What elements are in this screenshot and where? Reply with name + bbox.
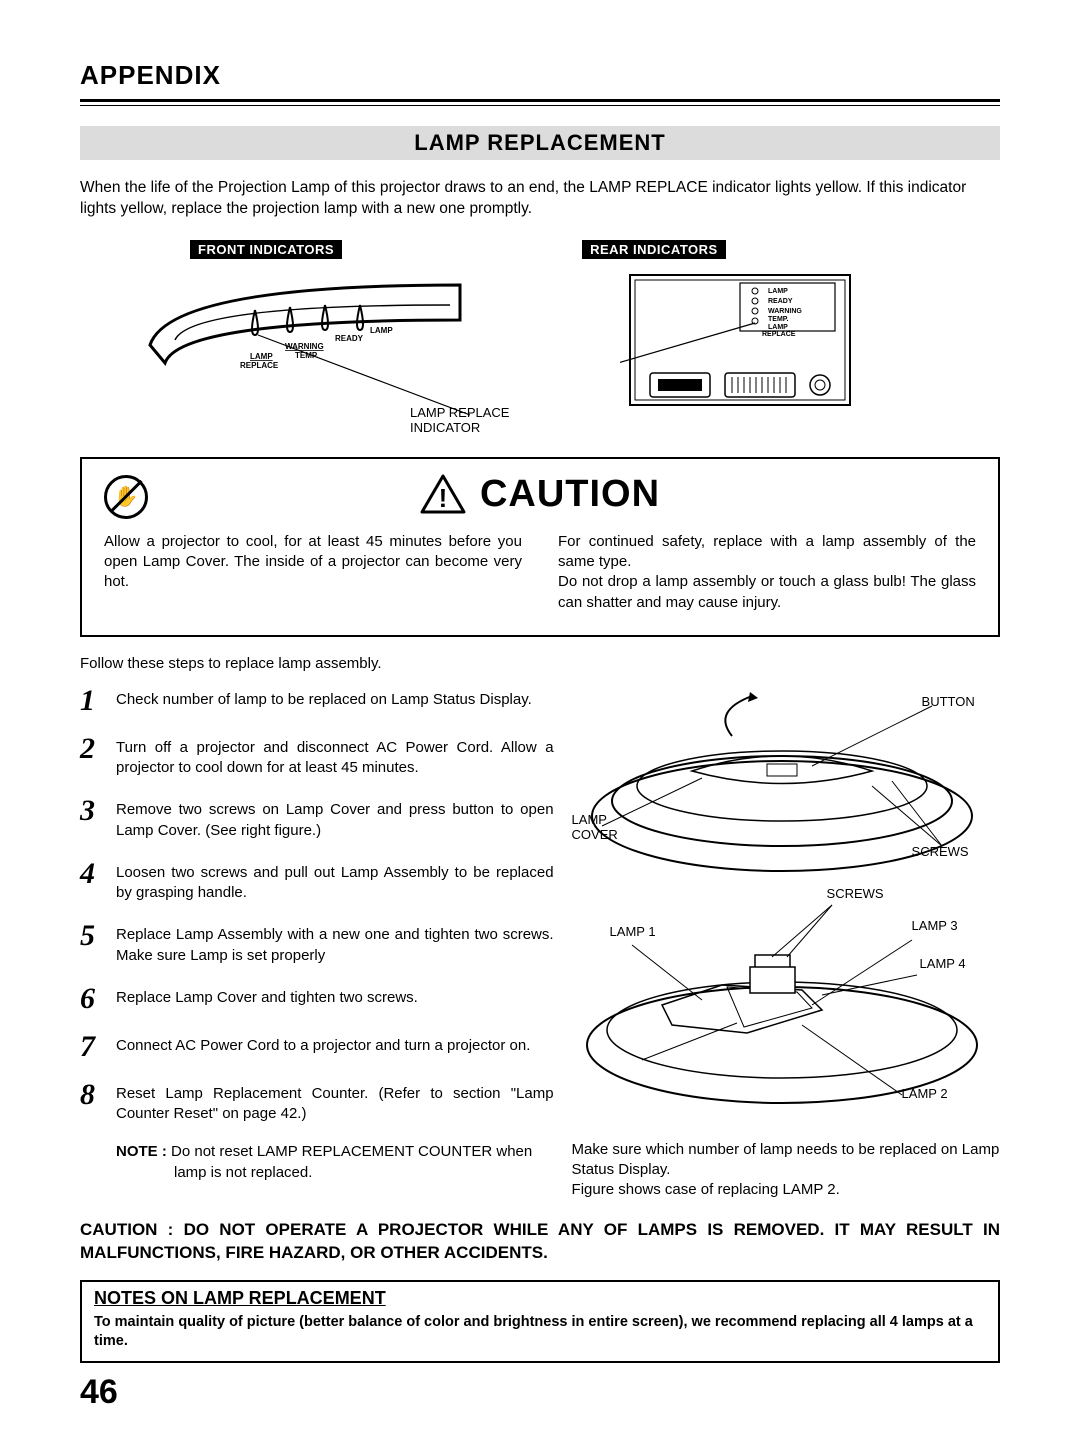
rule-thick: [80, 99, 1000, 102]
figure-column: BUTTON LAMPCOVER SCREWS SCREWS LAMP 1: [572, 686, 1000, 1201]
appendix-heading: APPENDIX: [80, 60, 1000, 91]
lamp-cover-label: LAMPCOVER: [572, 812, 618, 842]
step-text-1: Check number of lamp to be replaced on L…: [116, 686, 532, 710]
step-text-7: Connect AC Power Cord to a projector and…: [116, 1032, 530, 1056]
follow-text: Follow these steps to replace lamp assem…: [80, 655, 1000, 672]
svg-text:LAMP: LAMP: [370, 326, 393, 335]
page-number: 46: [80, 1373, 1000, 1412]
intro-text: When the life of the Projection Lamp of …: [80, 178, 1000, 220]
notes-box-body: To maintain quality of picture (better b…: [94, 1313, 986, 1351]
lamp4-label: LAMP 4: [920, 956, 966, 971]
screws-label-2: SCREWS: [827, 886, 884, 901]
step-text-2: Turn off a projector and disconnect AC P…: [116, 734, 554, 779]
svg-text:READY: READY: [335, 334, 364, 343]
notes-box-title: NOTES ON LAMP REPLACEMENT: [94, 1288, 986, 1309]
caution-left-text: Allow a projector to cool, for at least …: [104, 532, 522, 613]
rule-thin: [80, 105, 1000, 106]
svg-text:LAMP: LAMP: [768, 324, 788, 331]
lamp2-label: LAMP 2: [902, 1086, 948, 1101]
step-text-8: Reset Lamp Replacement Counter. (Refer t…: [116, 1080, 554, 1125]
notes-box: NOTES ON LAMP REPLACEMENT To maintain qu…: [80, 1280, 1000, 1363]
lamp3-label: LAMP 3: [912, 918, 958, 933]
button-label: BUTTON: [922, 694, 975, 709]
no-touch-icon: ✋: [104, 475, 148, 519]
svg-text:REPLACE: REPLACE: [240, 361, 279, 370]
svg-text:WARNING: WARNING: [285, 342, 324, 351]
section-banner: LAMP REPLACEMENT: [80, 126, 1000, 160]
caution-title: CAUTION: [480, 473, 660, 516]
step-num-3: 3: [80, 796, 102, 826]
front-indicators-label: FRONT INDICATORS: [190, 240, 342, 259]
svg-text:TEMP.: TEMP.: [768, 316, 789, 323]
step-num-6: 6: [80, 984, 102, 1014]
screws-label-1: SCREWS: [912, 844, 969, 859]
step-num-8: 8: [80, 1080, 102, 1110]
svg-text:REPLACE: REPLACE: [762, 331, 796, 338]
svg-text:TEMP.: TEMP.: [295, 351, 318, 360]
figure-caption: Make sure which number of lamp needs to …: [572, 1140, 1000, 1201]
svg-text:READY: READY: [768, 298, 793, 305]
indicator-diagram: LAMP READY WARNING TEMP. LAMP REPLACE LA…: [80, 265, 1000, 445]
lamp-replace-indicator-label: LAMP REPLACE INDICATOR: [410, 405, 509, 436]
step-num-7: 7: [80, 1032, 102, 1062]
rear-indicator-svg: LAMP READY WARNING TEMP. LAMP REPLACE: [620, 265, 870, 435]
warning-triangle-icon: !: [420, 474, 466, 514]
step-num-2: 2: [80, 734, 102, 764]
svg-text:LAMP: LAMP: [768, 288, 788, 295]
caution-right-text: For continued safety, replace with a lam…: [558, 532, 976, 613]
step-text-6: Replace Lamp Cover and tighten two screw…: [116, 984, 418, 1008]
caution-bottom: CAUTION : DO NOT OPERATE A PROJECTOR WHI…: [80, 1219, 1000, 1265]
step-text-3: Remove two screws on Lamp Cover and pres…: [116, 796, 554, 841]
svg-text:LAMP: LAMP: [250, 352, 273, 361]
steps-column: 1 Check number of lamp to be replaced on …: [80, 686, 554, 1201]
rear-indicators-label: REAR INDICATORS: [582, 240, 726, 259]
lamp1-label: LAMP 1: [610, 924, 656, 939]
svg-text:!: !: [439, 483, 448, 513]
caution-box: ✋ ! CAUTION Allow a projector to cool, f…: [80, 457, 1000, 637]
step-num-5: 5: [80, 921, 102, 951]
step-num-4: 4: [80, 859, 102, 889]
step-num-1: 1: [80, 686, 102, 716]
step-text-5: Replace Lamp Assembly with a new one and…: [116, 921, 554, 966]
note-line: NOTE : Do not reset LAMP REPLACEMENT COU…: [116, 1142, 554, 1183]
step-text-4: Loosen two screws and pull out Lamp Asse…: [116, 859, 554, 904]
svg-text:WARNING: WARNING: [768, 308, 802, 315]
